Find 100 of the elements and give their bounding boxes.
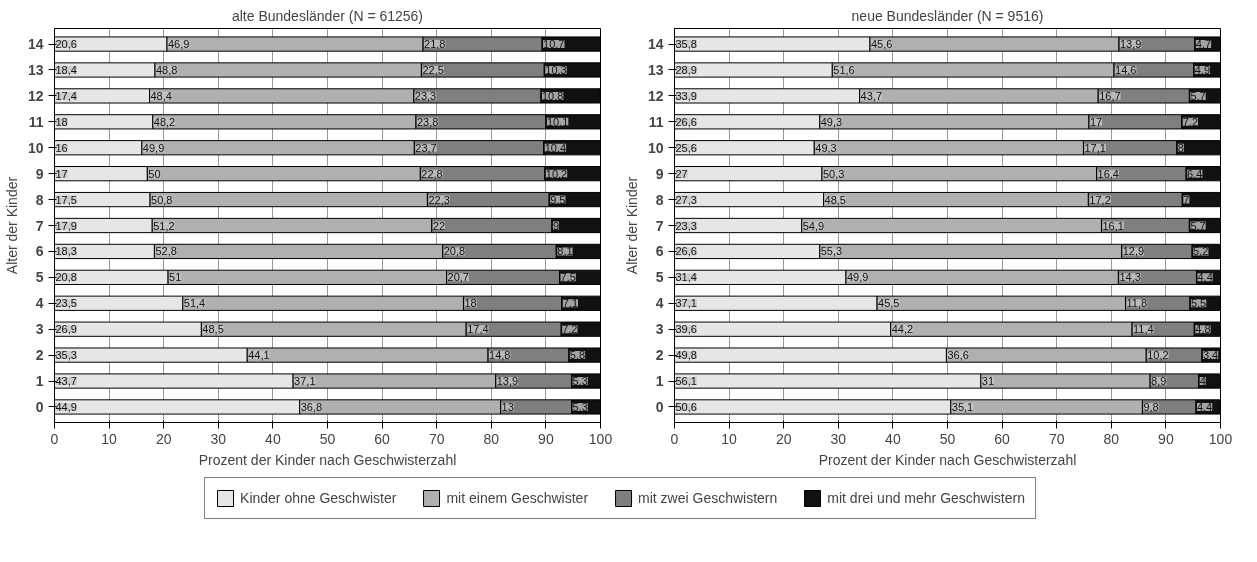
chart-title: alte Bundesländer (N = 61256) — [231, 7, 424, 24]
data-label: 4 — [1199, 375, 1206, 388]
data-label: 7 — [1183, 193, 1190, 206]
data-label: 27 — [675, 167, 688, 180]
data-label: 50,8 — [151, 193, 173, 206]
y-tick-label: 7 — [655, 217, 664, 234]
data-label: 14,6 — [1115, 63, 1137, 76]
data-label: 37,1 — [294, 375, 316, 388]
data-label: 10,2 — [545, 167, 568, 180]
x-tick-label: 100 — [1208, 430, 1233, 447]
data-label: 16,4 — [1097, 167, 1119, 180]
data-label: 10,3 — [545, 63, 567, 76]
x-tick-label: 0 — [670, 430, 679, 447]
data-label: 26,6 — [675, 245, 697, 258]
data-label: 51,2 — [153, 219, 175, 232]
data-label: 46,9 — [167, 38, 190, 51]
data-label: 35,3 — [55, 349, 77, 362]
y-tick-label: 1 — [655, 373, 664, 390]
y-tick-label: 11 — [28, 113, 44, 130]
data-label: 5,7 — [1190, 219, 1206, 232]
data-label: 52,8 — [155, 245, 177, 258]
data-label: 48,5 — [202, 323, 224, 336]
data-label: 48,8 — [155, 63, 178, 76]
y-tick-label: 10 — [27, 139, 44, 156]
data-label: 23,3 — [414, 89, 437, 102]
data-label: 43,7 — [55, 375, 77, 388]
data-label: 54,9 — [802, 219, 825, 232]
data-label: 5,8 — [569, 349, 586, 362]
data-label: 18,3 — [55, 245, 77, 258]
y-tick-label: 6 — [655, 243, 664, 260]
data-label: 56,1 — [675, 375, 697, 388]
data-label: 27,3 — [675, 193, 697, 206]
data-label: 28,9 — [675, 63, 697, 76]
y-tick-label: 0 — [35, 398, 44, 415]
data-label: 13,9 — [496, 375, 519, 388]
data-label: 49,3 — [815, 141, 837, 154]
y-tick-label: 14 — [27, 36, 44, 53]
data-label: 43,7 — [860, 89, 883, 102]
data-label: 12,9 — [1122, 245, 1145, 258]
data-label: 17 — [55, 167, 68, 180]
y-tick-label: 3 — [655, 321, 664, 338]
data-label: 7,1 — [562, 297, 579, 310]
data-label: 23,7 — [415, 141, 437, 154]
x-axis-title: Prozent der Kinder nach Geschwisterzahl — [198, 451, 457, 468]
data-label: 44,9 — [55, 400, 77, 413]
data-label: 21,8 — [424, 38, 446, 51]
data-label: 7,2 — [562, 323, 578, 336]
legend-label: mit einem Geschwister — [446, 489, 589, 506]
data-label: 16 — [55, 141, 68, 154]
data-label: 10,2 — [1147, 349, 1169, 362]
x-tick-label: 30 — [210, 430, 227, 447]
data-label: 35,8 — [675, 38, 697, 51]
x-tick-label: 40 — [885, 430, 901, 447]
data-label: 4,9 — [1194, 63, 1211, 76]
data-label: 22,5 — [422, 63, 444, 76]
data-label: 5,3 — [572, 400, 588, 413]
data-label: 4,4 — [1197, 271, 1213, 284]
data-label: 10,7 — [543, 38, 565, 51]
data-label: 36,6 — [947, 349, 969, 362]
data-label: 18,4 — [55, 63, 77, 76]
y-tick-label: 0 — [655, 398, 664, 415]
data-label: 44,1 — [248, 349, 270, 362]
data-label: 5,5 — [1190, 297, 1207, 310]
data-label: 49,9 — [142, 141, 165, 154]
data-label: 14,3 — [1119, 271, 1141, 284]
y-tick-label: 11 — [648, 113, 664, 130]
data-label: 51 — [169, 271, 182, 284]
x-tick-label: 80 — [483, 430, 500, 447]
x-tick-label: 30 — [830, 430, 847, 447]
data-label: 26,6 — [675, 115, 697, 128]
data-label: 45,6 — [870, 38, 893, 51]
data-label: 51,6 — [833, 63, 855, 76]
y-tick-label: 1 — [35, 373, 44, 390]
y-tick-label: 9 — [655, 165, 664, 182]
data-label: 49,9 — [846, 271, 869, 284]
y-tick-label: 14 — [647, 36, 664, 53]
y-tick-label: 8 — [35, 191, 44, 208]
data-label: 13,9 — [1119, 38, 1142, 51]
data-label: 8,9 — [1151, 375, 1167, 388]
y-tick-label: 7 — [35, 217, 44, 234]
data-label: 4,8 — [1195, 323, 1211, 336]
data-label: 14,8 — [489, 349, 511, 362]
y-tick-label: 13 — [647, 61, 664, 78]
data-label: 50,3 — [822, 167, 845, 180]
y-tick-label: 10 — [647, 139, 664, 156]
data-label: 17 — [1089, 115, 1103, 128]
y-tick-label: 5 — [655, 269, 664, 286]
data-label: 10,8 — [541, 89, 564, 102]
x-tick-label: 10 — [101, 430, 118, 447]
data-label: 20,6 — [55, 38, 77, 51]
data-label: 5,3 — [572, 375, 588, 388]
data-label: 6,4 — [1187, 167, 1203, 180]
legend-label: mit drei und mehr Geschwistern — [827, 489, 1025, 506]
data-label: 49,3 — [820, 115, 843, 128]
x-tick-label: 50 — [939, 430, 956, 447]
data-label: 48,4 — [150, 89, 172, 102]
data-label: 9,5 — [550, 193, 566, 206]
data-label: 22,3 — [428, 193, 450, 206]
y-tick-label: 8 — [655, 191, 664, 208]
data-label: 45,5 — [878, 297, 900, 310]
